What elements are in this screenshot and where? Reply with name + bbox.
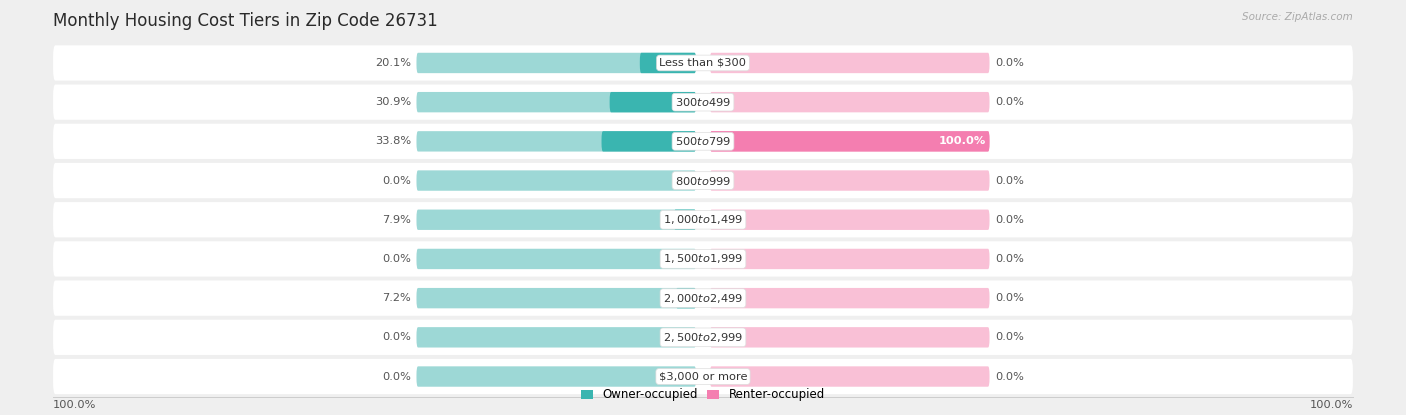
FancyBboxPatch shape	[710, 210, 990, 230]
Text: 0.0%: 0.0%	[995, 176, 1024, 186]
FancyBboxPatch shape	[710, 249, 990, 269]
Text: 0.0%: 0.0%	[995, 215, 1024, 225]
Text: 100.0%: 100.0%	[1309, 400, 1353, 410]
FancyBboxPatch shape	[710, 92, 990, 112]
FancyBboxPatch shape	[53, 124, 1353, 159]
FancyBboxPatch shape	[416, 131, 696, 151]
Text: Source: ZipAtlas.com: Source: ZipAtlas.com	[1241, 12, 1353, 22]
Text: $1,000 to $1,499: $1,000 to $1,499	[664, 213, 742, 226]
Text: 0.0%: 0.0%	[995, 97, 1024, 107]
FancyBboxPatch shape	[53, 45, 1353, 81]
Text: $500 to $799: $500 to $799	[675, 135, 731, 147]
Text: $2,500 to $2,999: $2,500 to $2,999	[664, 331, 742, 344]
Text: 33.8%: 33.8%	[375, 137, 411, 146]
FancyBboxPatch shape	[53, 281, 1353, 316]
Text: 0.0%: 0.0%	[995, 293, 1024, 303]
FancyBboxPatch shape	[710, 327, 990, 347]
Text: Monthly Housing Cost Tiers in Zip Code 26731: Monthly Housing Cost Tiers in Zip Code 2…	[53, 12, 437, 30]
FancyBboxPatch shape	[53, 359, 1353, 394]
FancyBboxPatch shape	[53, 320, 1353, 355]
FancyBboxPatch shape	[673, 210, 696, 230]
Text: 0.0%: 0.0%	[995, 58, 1024, 68]
Legend: Owner-occupied, Renter-occupied: Owner-occupied, Renter-occupied	[576, 383, 830, 406]
FancyBboxPatch shape	[710, 53, 990, 73]
FancyBboxPatch shape	[416, 53, 696, 73]
FancyBboxPatch shape	[416, 288, 696, 308]
FancyBboxPatch shape	[602, 131, 696, 151]
FancyBboxPatch shape	[710, 366, 990, 387]
Text: 0.0%: 0.0%	[382, 371, 411, 381]
FancyBboxPatch shape	[53, 202, 1353, 237]
Text: $300 to $499: $300 to $499	[675, 96, 731, 108]
Text: 100.0%: 100.0%	[939, 137, 986, 146]
Text: 7.9%: 7.9%	[382, 215, 411, 225]
Text: Less than $300: Less than $300	[659, 58, 747, 68]
FancyBboxPatch shape	[710, 171, 990, 191]
Text: $800 to $999: $800 to $999	[675, 175, 731, 187]
FancyBboxPatch shape	[640, 53, 696, 73]
Text: 100.0%: 100.0%	[53, 400, 97, 410]
Text: 20.1%: 20.1%	[375, 58, 411, 68]
FancyBboxPatch shape	[610, 92, 696, 112]
FancyBboxPatch shape	[416, 327, 696, 347]
Text: $3,000 or more: $3,000 or more	[659, 371, 747, 381]
Text: 0.0%: 0.0%	[382, 176, 411, 186]
Text: 0.0%: 0.0%	[995, 371, 1024, 381]
Text: 0.0%: 0.0%	[995, 254, 1024, 264]
FancyBboxPatch shape	[416, 92, 696, 112]
FancyBboxPatch shape	[710, 131, 990, 151]
FancyBboxPatch shape	[416, 249, 696, 269]
FancyBboxPatch shape	[53, 163, 1353, 198]
Text: 0.0%: 0.0%	[995, 332, 1024, 342]
FancyBboxPatch shape	[416, 210, 696, 230]
FancyBboxPatch shape	[416, 171, 696, 191]
Text: 7.2%: 7.2%	[382, 293, 411, 303]
FancyBboxPatch shape	[710, 288, 990, 308]
Text: 0.0%: 0.0%	[382, 332, 411, 342]
Text: $1,500 to $1,999: $1,500 to $1,999	[664, 252, 742, 266]
FancyBboxPatch shape	[710, 131, 990, 151]
FancyBboxPatch shape	[676, 288, 696, 308]
Text: 30.9%: 30.9%	[375, 97, 411, 107]
FancyBboxPatch shape	[53, 85, 1353, 120]
FancyBboxPatch shape	[416, 366, 696, 387]
Text: $2,000 to $2,499: $2,000 to $2,499	[664, 292, 742, 305]
FancyBboxPatch shape	[53, 241, 1353, 276]
Text: 0.0%: 0.0%	[382, 254, 411, 264]
